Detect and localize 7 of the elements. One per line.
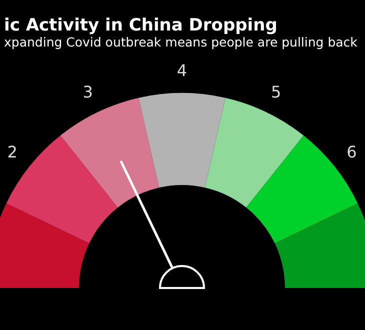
slice-label: 5 — [271, 82, 282, 102]
slice-label: 4 — [176, 61, 188, 80]
chart-subtitle: xpanding Covid outbreak means people are pulling back — [4, 34, 358, 50]
chart-title: ic Activity in China Dropping — [4, 16, 278, 36]
slice-label: 6 — [346, 142, 357, 162]
slice-label: 2 — [7, 142, 18, 162]
slice-label: 3 — [82, 82, 93, 102]
